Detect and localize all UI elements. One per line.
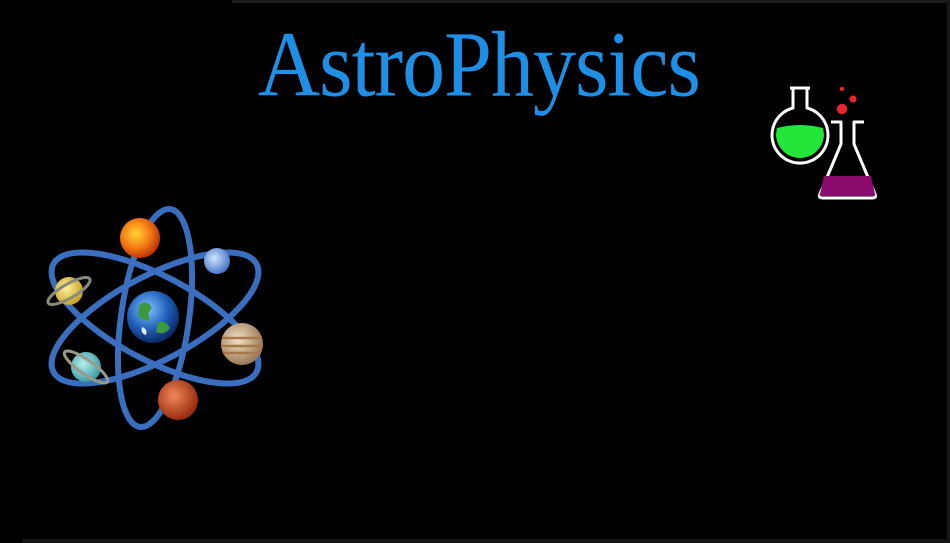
sun-icon	[120, 218, 160, 258]
mars-icon	[158, 380, 198, 420]
bubble-icon	[840, 87, 844, 91]
bottom-edge-line	[22, 539, 950, 543]
bubble-icon	[837, 104, 847, 114]
round-flask-icon	[772, 88, 828, 163]
top-edge-line	[232, 0, 950, 3]
chemistry-flasks-icon	[768, 84, 882, 202]
neptune-icon	[204, 248, 230, 274]
earth-icon	[127, 291, 179, 343]
atom-with-planets-icon	[40, 200, 280, 435]
bubble-icon	[849, 95, 856, 102]
slide-title-text: AstroPhysics	[258, 10, 700, 118]
jupiter-icon	[221, 323, 263, 365]
